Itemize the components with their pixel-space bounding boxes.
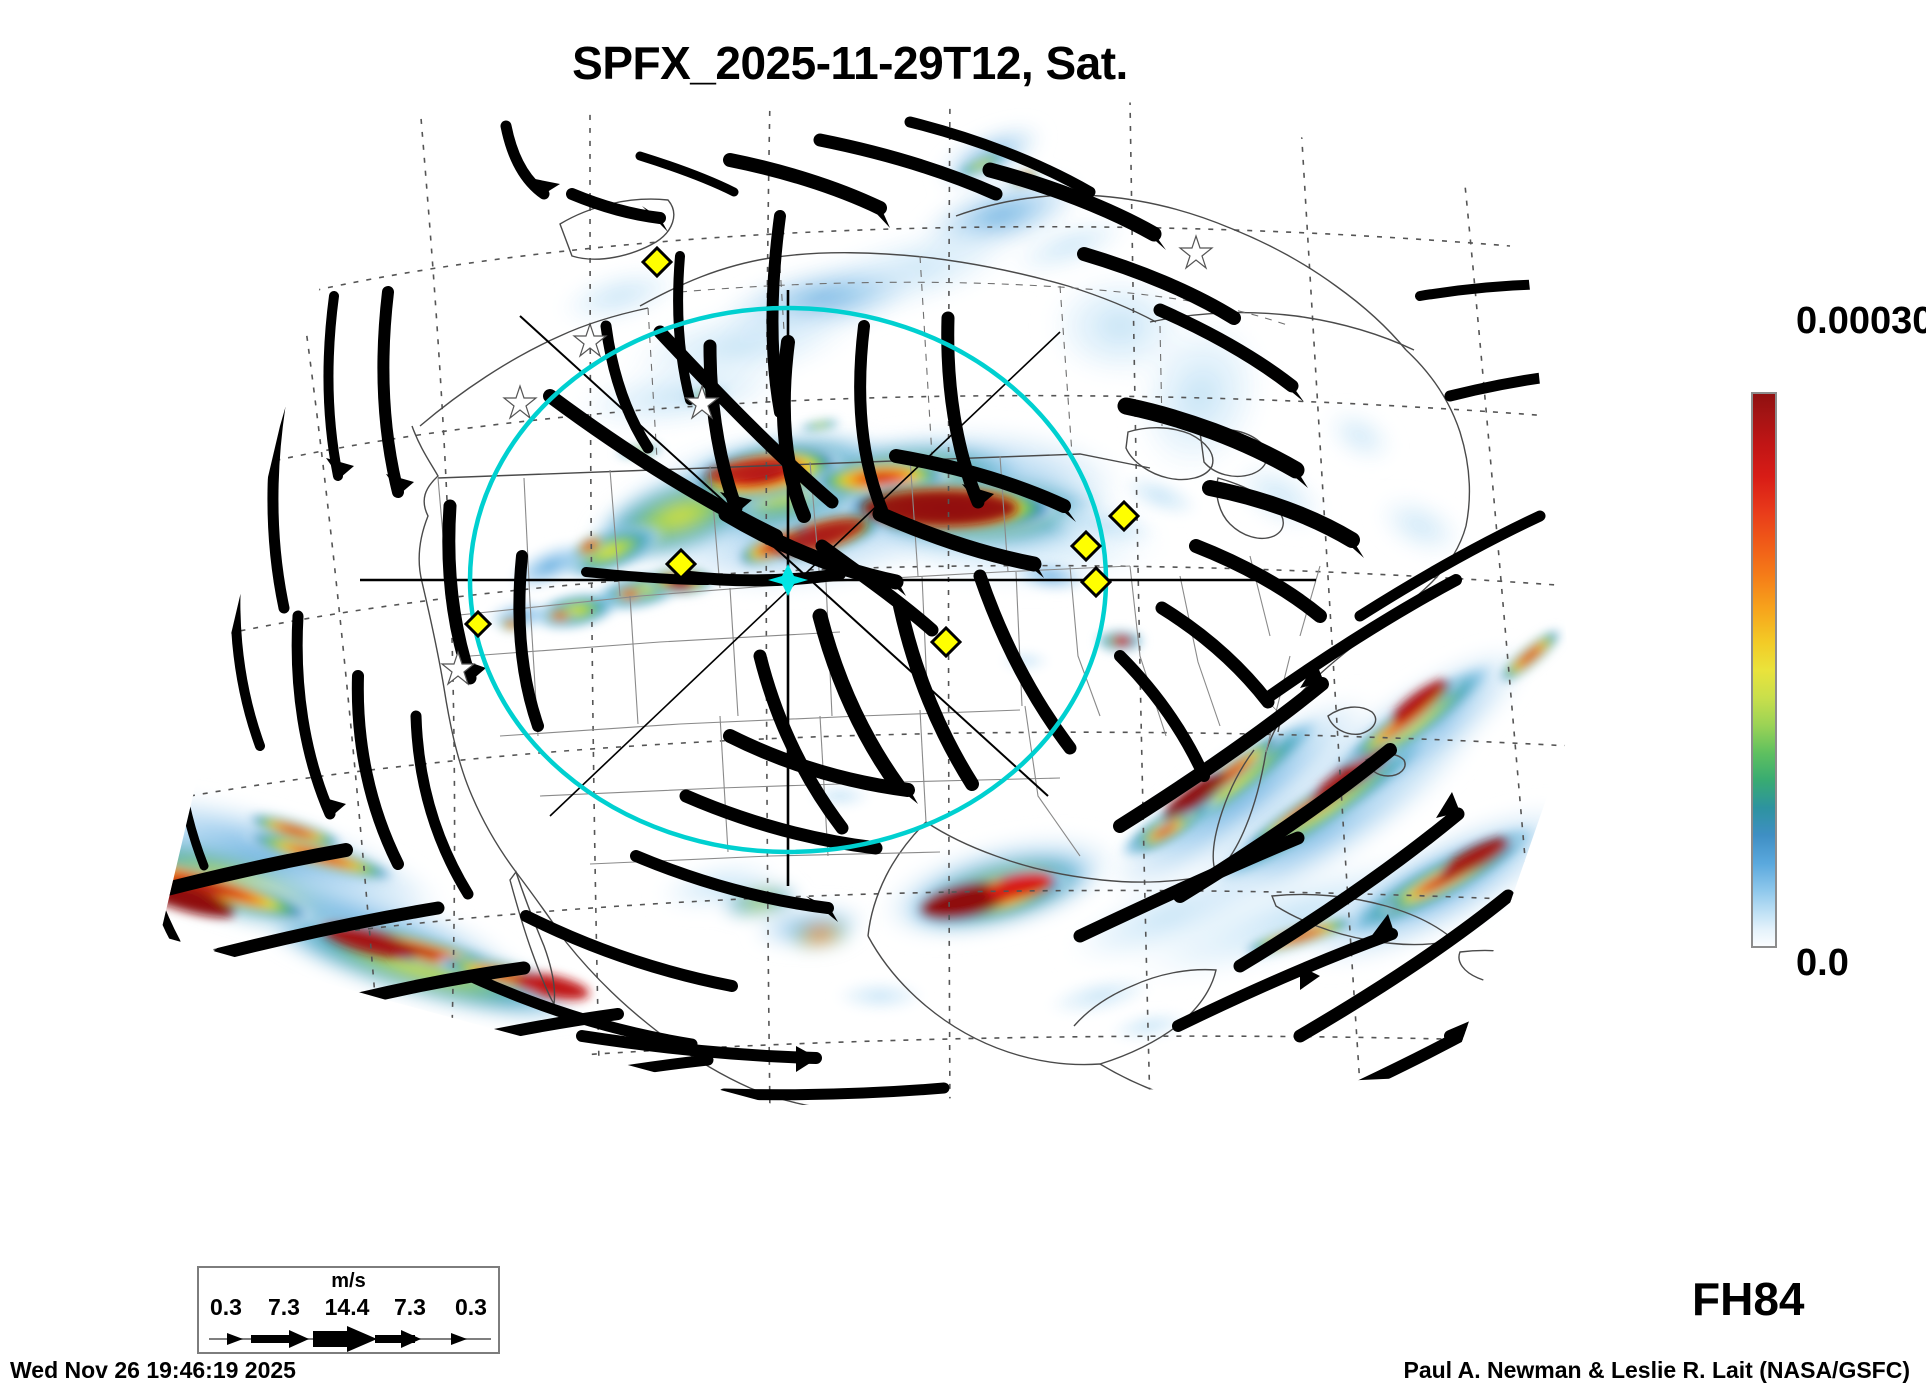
station-markers[interactable] (463, 245, 1141, 659)
wind-value-1: 7.3 (268, 1294, 300, 1320)
station-diamond[interactable] (640, 245, 674, 279)
city-star-markers (440, 234, 1214, 686)
coastlines-and-borders (411, 194, 1563, 1106)
generation-timestamp: Wed Nov 26 19:46:19 2025 (10, 1357, 296, 1383)
station-diamond[interactable] (664, 547, 698, 581)
page-title: SPFX_2025-11-29T12, Sat. (572, 37, 1128, 89)
colorbar (1751, 392, 1777, 948)
author-credit: Paul A. Newman & Leslie R. Lait (NASA/GS… (1403, 1357, 1910, 1383)
station-diamond[interactable] (1107, 499, 1141, 533)
station-diamond[interactable] (929, 625, 963, 659)
colorbar-min-label: 0.0 (1796, 942, 1849, 984)
station-diamond[interactable] (463, 609, 493, 639)
wind-value-3: 7.3 (394, 1294, 426, 1320)
map-svg (160, 102, 1575, 1106)
colorbar-max-label: 0.00030 (1796, 300, 1926, 342)
wind-scale-arrows (209, 1326, 491, 1352)
wind-unit-label: m/s (331, 1270, 366, 1292)
crosshair-diagonal-b (549, 331, 1061, 817)
station-diamond[interactable] (1079, 565, 1113, 599)
forecast-hour-label: FH84 (1692, 1273, 1805, 1325)
wind-value-2: 14.4 (324, 1294, 370, 1320)
wind-scale-legend: m/s 0.3 7.3 14.4 7.3 0.3 (197, 1266, 500, 1354)
center-star-marker[interactable] (768, 564, 808, 596)
map-panel[interactable] (120, 96, 1640, 1146)
wind-streamlines (160, 116, 1575, 1102)
station-diamond[interactable] (1069, 529, 1103, 563)
wind-value-4: 0.3 (455, 1294, 487, 1320)
wind-value-0: 0.3 (210, 1294, 242, 1320)
crosshair-diagonal-a (519, 315, 1049, 797)
